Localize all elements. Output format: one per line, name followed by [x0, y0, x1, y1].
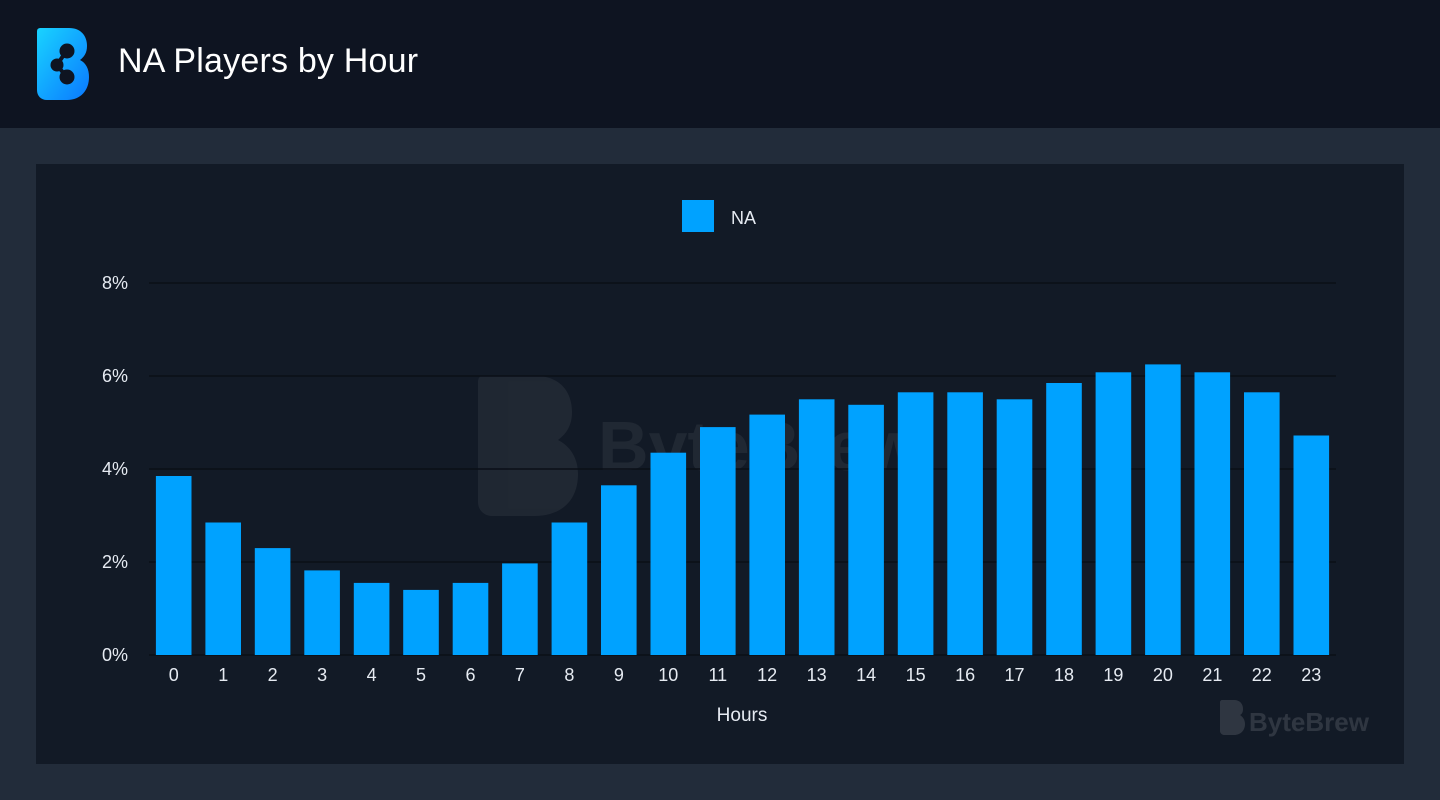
x-tick-label: 11 [708, 665, 727, 685]
bar-hour-9[interactable] [601, 485, 637, 655]
x-tick-label: 2 [268, 665, 278, 685]
x-tick-label: 19 [1103, 665, 1123, 685]
bar-hour-19[interactable] [1095, 372, 1132, 655]
bar-hour-2[interactable] [254, 548, 291, 655]
bar-hour-16[interactable] [947, 392, 983, 655]
y-tick-label: 0% [102, 645, 128, 665]
watermark-small-text: ByteBrew [1249, 707, 1370, 737]
x-tick-label: 4 [367, 665, 377, 685]
y-tick-label: 6% [102, 366, 128, 386]
x-tick-label: 14 [856, 665, 876, 685]
x-axis-ticks: 0 1 2 3 4 5 6 7 8 9 10 11 12 13 14 15 16 17 18 19 20 21 22 23 [169, 665, 1322, 685]
bar-hour-23[interactable] [1293, 435, 1330, 656]
bar-hour-8[interactable] [551, 522, 588, 656]
x-tick-label: 13 [807, 665, 827, 685]
y-tick-label: 4% [102, 459, 128, 479]
bar-hour-5[interactable] [403, 589, 439, 655]
bar-hour-14[interactable] [848, 404, 884, 655]
bar-hour-22[interactable] [1244, 392, 1280, 655]
chart-panel: ByteBrew 0%2%4%6%8% 01234567891011121314… [36, 164, 1404, 764]
page-title: NA Players by Hour [118, 42, 419, 80]
bytebrew-logo-icon [37, 28, 89, 100]
x-tick-label: 6 [465, 665, 475, 685]
x-tick-label: 5 [416, 665, 426, 685]
y-axis-ticks: 0% 2% 4% 6% 8% [102, 273, 128, 665]
bar-hour-18[interactable] [1046, 383, 1082, 655]
x-tick-label: 7 [515, 665, 525, 685]
bar-hour-1[interactable] [205, 522, 241, 656]
bar-hour-6[interactable] [452, 582, 489, 655]
watermark-small: ByteBrew [1220, 700, 1370, 737]
x-tick-label: 20 [1153, 665, 1173, 685]
grid-lines [149, 282, 1336, 656]
bar-hour-7[interactable] [502, 563, 538, 655]
x-tick-label: 17 [1004, 665, 1024, 685]
bar-hour-11[interactable] [700, 427, 736, 655]
bar-hour-0[interactable] [155, 476, 192, 655]
x-tick-label: 15 [906, 665, 926, 685]
legend: NA [682, 200, 756, 232]
x-tick-label: 16 [955, 665, 975, 685]
bars [155, 364, 1330, 656]
x-axis-label: Hours [717, 705, 768, 726]
x-tick-label: 10 [658, 665, 678, 685]
x-tick-label: 18 [1054, 665, 1074, 685]
x-tick-label: 12 [757, 665, 777, 685]
x-tick-label: 21 [1202, 665, 1222, 685]
x-tick-label: 9 [614, 665, 624, 685]
bar-hour-21[interactable] [1194, 372, 1231, 655]
x-tick-label: 3 [317, 665, 327, 685]
bar-hour-10[interactable] [650, 452, 687, 655]
y-tick-label: 2% [102, 552, 128, 572]
bar-hour-4[interactable] [353, 582, 390, 655]
x-tick-label: 0 [169, 665, 179, 685]
legend-label: NA [731, 208, 756, 228]
bar-hour-17[interactable] [996, 399, 1033, 656]
bar-hour-3[interactable] [304, 570, 340, 655]
bar-hour-13[interactable] [798, 399, 835, 656]
x-tick-label: 1 [218, 665, 228, 685]
bar-chart: ByteBrew 0%2%4%6%8% 01234567891011121314… [102, 200, 1370, 737]
y-tick-label: 8% [102, 273, 128, 293]
bar-hour-12[interactable] [749, 414, 785, 655]
x-tick-label: 22 [1252, 665, 1272, 685]
bar-hour-20[interactable] [1145, 364, 1181, 655]
header-bar: NA Players by Hour [0, 0, 1440, 128]
legend-swatch [682, 200, 714, 232]
bar-hour-15[interactable] [897, 392, 934, 655]
x-tick-label: 8 [564, 665, 574, 685]
x-tick-label: 23 [1301, 665, 1321, 685]
